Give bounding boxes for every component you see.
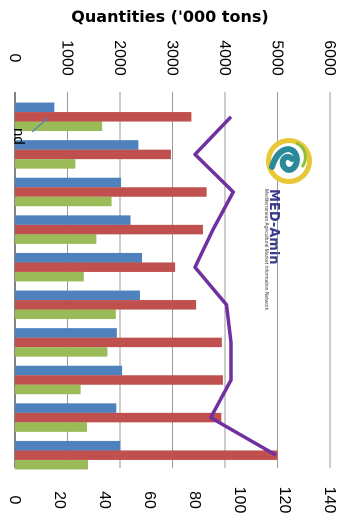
chart-title: Quantities ('000 tons) [71,7,268,26]
secondary-tick-label: 40 [96,491,113,509]
bar-series2-8 [15,375,223,385]
secondary-tick-label: 100 [231,487,248,514]
bar-series1-4 [15,215,131,225]
bar-series3-2 [15,159,76,169]
secondary-tick-label: 120 [276,487,293,514]
bar-series1-8 [15,365,123,376]
bar-series1-5 [15,252,143,263]
primary-tick-label: 2000 [111,40,128,76]
bar-series1-6 [15,290,140,301]
bar-series1-1 [15,102,55,113]
logo-wave-icon [269,146,300,173]
bar-series2-4 [15,224,203,235]
bar-series3-3 [15,196,112,207]
primary-tick-label: 0 [6,54,23,63]
nd-annotation: nd [10,117,49,145]
secondary-tick-label: 80 [186,491,203,509]
bar-series2-10 [15,450,278,460]
bar-series3-8 [15,384,81,395]
secondary-tick-label: 0 [6,496,23,505]
primary-tick-label: 1000 [59,40,76,76]
bar-series3-9 [15,422,87,432]
bars [15,102,278,470]
secondary-tick-label: 140 [321,487,338,514]
bar-series1-9 [15,403,117,413]
bar-series2-5 [15,262,176,272]
bar-series2-1 [15,112,192,122]
bar-series1-2 [15,140,139,150]
bar-series2-6 [15,300,197,310]
bar-series3-1 [15,121,103,132]
bar-series3-5 [15,271,84,282]
primary-tick-label: 5000 [269,40,286,76]
logo-leaf-icon [295,141,307,168]
bar-series2-9 [15,412,222,423]
bar-series1-7 [15,328,117,338]
nd-leader-line [31,117,49,133]
bar-series2-3 [15,187,207,197]
bar-series3-10 [15,459,88,470]
bar-series2-2 [15,149,171,160]
nd-label: nd [10,128,27,145]
primary-tick-label: 6000 [321,40,338,76]
bar-series3-4 [15,234,97,244]
line-series-path [193,115,277,457]
bar-series2-7 [15,337,222,348]
primary-tick-label: 4000 [216,40,233,76]
primary-axis-ticks: 0 1000 2000 3000 4000 5000 6000 [6,40,338,76]
line-series [193,115,277,457]
primary-tick-label: 3000 [164,40,181,76]
bar-series1-10 [15,440,121,451]
secondary-tick-label: 60 [141,491,158,509]
secondary-tick-label: 20 [51,491,68,509]
bar-series3-6 [15,309,116,320]
bar-series1-3 [15,177,122,188]
secondary-axis-ticks: 0 20 40 60 80 100 120 140 [6,487,338,514]
logo-subtitle: Mediterranean Agricultural Market Inform… [263,189,269,311]
bar-series3-7 [15,347,108,357]
med-amin-logo: MED-Amin Mediterranean Agricultural Mark… [263,138,312,311]
logo-name: MED-Amin [266,189,281,265]
